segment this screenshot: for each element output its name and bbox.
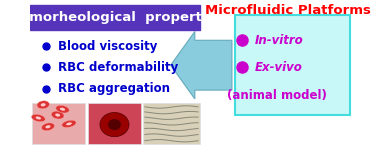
Text: RBC deformability: RBC deformability — [58, 61, 178, 74]
FancyBboxPatch shape — [30, 5, 200, 30]
Ellipse shape — [66, 122, 72, 125]
FancyBboxPatch shape — [235, 15, 350, 115]
Text: Microfluidic Platforms: Microfluidic Platforms — [206, 4, 371, 17]
Text: Hemorheological  properties: Hemorheological properties — [9, 11, 223, 24]
Ellipse shape — [36, 116, 41, 119]
Text: Blood viscosity: Blood viscosity — [58, 40, 157, 53]
Text: (animal model): (animal model) — [227, 90, 327, 103]
Ellipse shape — [42, 123, 54, 131]
FancyBboxPatch shape — [88, 103, 141, 144]
FancyBboxPatch shape — [32, 103, 85, 144]
Ellipse shape — [60, 108, 65, 111]
Ellipse shape — [108, 119, 121, 130]
Ellipse shape — [55, 114, 60, 117]
FancyBboxPatch shape — [143, 103, 200, 144]
Text: Ex-vivo: Ex-vivo — [254, 61, 302, 74]
Ellipse shape — [41, 103, 46, 106]
Ellipse shape — [56, 105, 69, 113]
Ellipse shape — [100, 112, 129, 137]
Ellipse shape — [31, 114, 45, 122]
FancyArrow shape — [170, 32, 232, 99]
Ellipse shape — [62, 120, 76, 128]
Text: RBC aggregation: RBC aggregation — [58, 82, 170, 95]
Ellipse shape — [51, 111, 64, 119]
Text: In-vitro: In-vitro — [254, 34, 303, 47]
Ellipse shape — [45, 125, 51, 128]
Ellipse shape — [37, 101, 50, 109]
